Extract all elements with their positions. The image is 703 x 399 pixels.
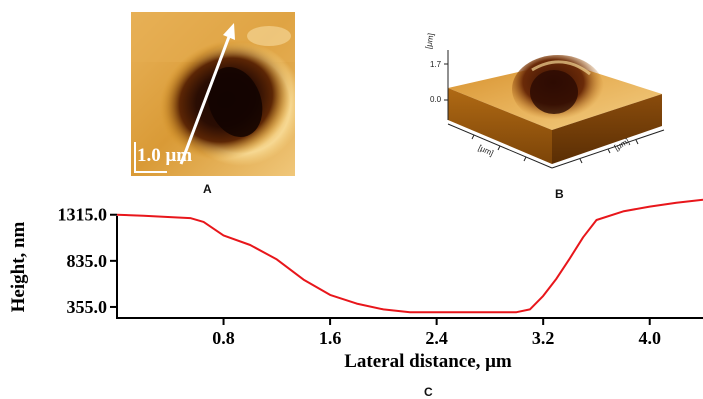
x-tick-label: 1.6 (319, 328, 342, 348)
panel-b-z-zero: 0.0 (430, 95, 442, 104)
x-tick-label: 3.2 (532, 328, 555, 348)
height-profile-line (116, 198, 703, 314)
y-tick-label: 835.0 (67, 251, 108, 271)
y-axis-label: Height, nm (8, 221, 29, 312)
panel-a-topography-image (131, 12, 295, 176)
y-tick-label: 1315.0 (58, 205, 108, 225)
x-axis-label: Lateral distance, μm (344, 351, 512, 372)
x-tick-label: 0.8 (212, 328, 235, 348)
chart-axes (116, 216, 703, 319)
profile-arrow-line (179, 33, 232, 165)
x-tick-label: 2.4 (425, 328, 448, 348)
height-profile-chart: 355.0 835.0 1315.0 0.8 1.6 2.4 3.2 4.0 Height,… (8, 198, 703, 372)
panel-b-z-top: 1.7 (430, 60, 442, 69)
panel-label-c: C (424, 385, 433, 399)
x-tick-label: 4.0 (638, 328, 661, 348)
panel-b-3d-topography (444, 50, 665, 169)
panel-label-a: A (203, 182, 212, 196)
scale-bar-label: 1.0 μm (137, 145, 193, 166)
panel-label-b: B (555, 187, 564, 201)
y-tick-label: 355.0 (67, 297, 108, 317)
profile-arrow-head (223, 23, 235, 40)
